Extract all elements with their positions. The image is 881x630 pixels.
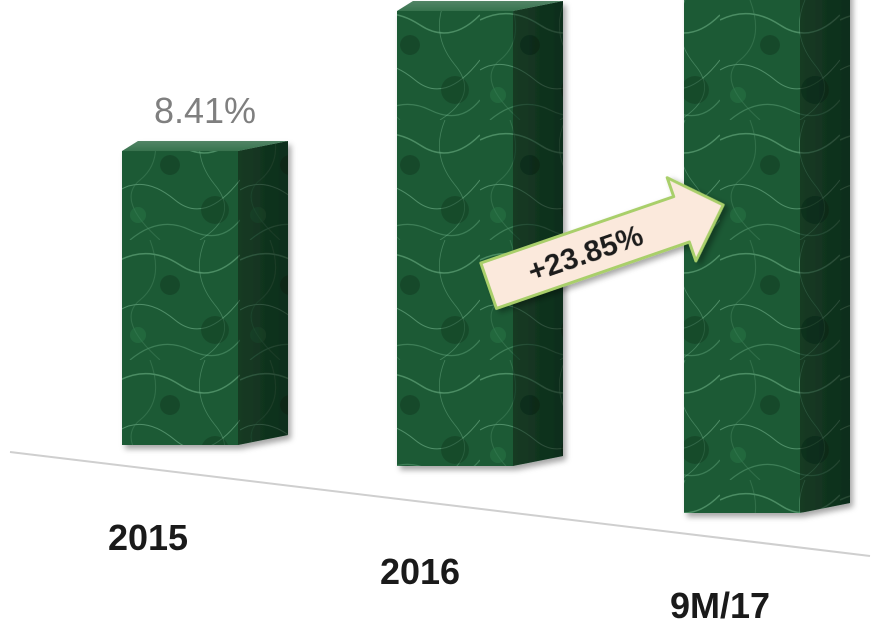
bar-group — [122, 0, 850, 513]
bar-2015 — [122, 141, 288, 445]
category-label: 2015 — [108, 517, 188, 558]
bar-side-shade — [238, 141, 288, 445]
bar-side-shade — [513, 0, 563, 466]
bar-side-shade — [800, 0, 850, 513]
callout-arrow-shape — [479, 176, 725, 310]
bar-front-face — [122, 151, 238, 445]
bar-9m-17 — [684, 0, 850, 513]
bar-2016 — [397, 0, 563, 466]
chart-baseline — [9, 451, 871, 557]
bar-front-face — [397, 10, 513, 466]
bar-top-shade — [122, 141, 288, 152]
bar-top-shade — [397, 0, 563, 11]
value-label: 8.41% — [154, 90, 256, 131]
category-label-group: 2015 2016 9M/17 — [108, 517, 770, 626]
bar-front-face — [684, 0, 800, 513]
category-label: 9M/17 — [670, 585, 770, 626]
category-label: 2016 — [380, 551, 460, 592]
value-label-group: 8.41%9.68%11.99% — [154, 90, 256, 131]
